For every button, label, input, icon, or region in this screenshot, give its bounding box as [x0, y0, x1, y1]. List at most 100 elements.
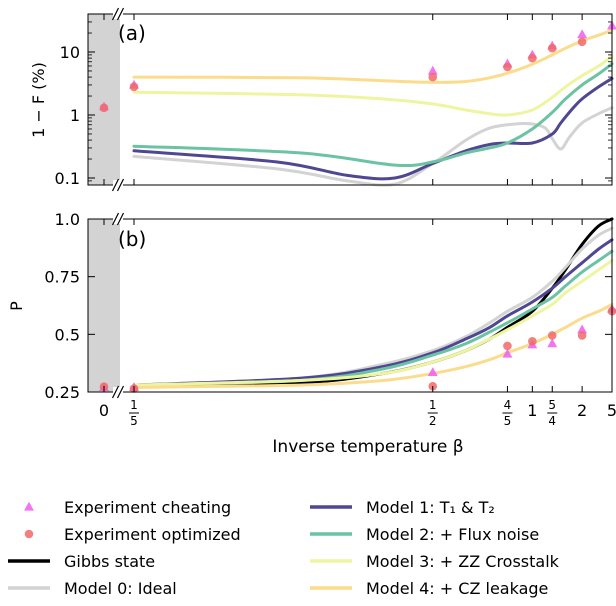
zero-temperature-band: [88, 219, 120, 392]
series-line-6: [132, 28, 614, 84]
legend-label: Model 2: + Flux noise: [366, 525, 539, 544]
series-line-2: [132, 217, 614, 388]
svg-text:5: 5: [130, 414, 138, 428]
break-mark: [111, 178, 120, 192]
break-mark: [116, 212, 125, 226]
legend-entry: Gibbs state: [8, 552, 155, 571]
x-tick-label: 54: [547, 398, 558, 428]
x-tick-label: 15: [129, 398, 139, 428]
y-tick-label: 1.0: [55, 210, 80, 229]
panel-b-series-lines: [132, 217, 614, 389]
legend-entry: Model 2: + Flux noise: [310, 525, 539, 544]
data-point-cheating: [502, 348, 513, 358]
data-point-cheating: [547, 338, 558, 348]
legend: Experiment cheating Experiment optimized G…: [8, 498, 560, 598]
svg-text:1: 1: [130, 398, 138, 412]
break-mark: [116, 385, 125, 399]
y-tick-label: 10: [60, 43, 80, 62]
svg-text:5: 5: [607, 401, 616, 420]
panel-b-data-points: [99, 303, 616, 393]
data-point-optimized: [547, 43, 557, 53]
data-point-cheating: [427, 65, 438, 75]
svg-text:1: 1: [527, 401, 537, 420]
panel-a-data-points: [99, 20, 616, 113]
data-point-cheating: [577, 324, 588, 334]
break-mark: [111, 212, 120, 226]
data-point-optimized: [577, 37, 587, 47]
x-tick-label: 1: [527, 401, 537, 420]
data-point-optimized: [528, 53, 537, 63]
data-point-optimized: [503, 62, 512, 72]
svg-text:4: 4: [504, 398, 512, 412]
panel-a-label: (a): [118, 21, 146, 45]
legend-label: Model 0: Ideal: [64, 579, 177, 598]
y-tick-label: 0.75: [44, 268, 80, 287]
panel-b-ylabel: P: [7, 301, 26, 311]
panel-a-ticks: 0.1 1 10: [55, 14, 613, 188]
legend-entry: Model 3: + ZZ Crosstalk: [310, 552, 560, 571]
legend-label: Experiment optimized: [64, 525, 241, 544]
panel-a-series-lines: [132, 28, 614, 187]
data-point-optimized: [129, 82, 139, 92]
legend-entry: Model 0: Ideal: [8, 579, 177, 598]
legend-label: Experiment cheating: [64, 498, 231, 517]
legend-swatch: [24, 501, 34, 511]
series-line-2: [132, 106, 614, 187]
panel-b-frame: [87, 218, 613, 393]
panel-a-ylabel: 1 − F (%): [29, 62, 48, 138]
data-point-cheating: [427, 367, 438, 377]
x-tick-label: 2: [577, 401, 587, 420]
svg-text:5: 5: [504, 414, 512, 428]
series-line-6: [132, 259, 614, 387]
break-mark: [116, 178, 125, 192]
series-line-3: [132, 226, 614, 387]
legend-entry: Model 1: T₁ & T₂: [310, 498, 495, 517]
legend-label: Model 4: + CZ leakage: [366, 579, 548, 598]
series-line-5: [132, 54, 614, 117]
y-tick-label: 0.1: [55, 169, 80, 188]
legend-entry: Experiment optimized: [24, 525, 241, 544]
panel-b-label: (b): [118, 227, 146, 251]
legend-label: Gibbs state: [64, 552, 155, 571]
legend-entry: Experiment cheating: [24, 498, 231, 517]
panel-a-frame: [87, 13, 613, 186]
data-point-optimized: [99, 103, 109, 113]
svg-text:2: 2: [429, 414, 437, 428]
break-mark: [116, 7, 125, 21]
x-tick-label: 0: [99, 401, 109, 420]
series-line-4: [132, 238, 614, 387]
break-mark: [111, 7, 120, 21]
series-line-4: [132, 62, 614, 168]
panel-b: 0.25 0.5 0.75 1.0 (b) P: [7, 210, 616, 402]
data-point-optimized: [577, 331, 587, 340]
legend-swatch: [24, 529, 34, 539]
y-tick-label: 0.25: [44, 383, 80, 402]
series-line-7: [132, 302, 614, 389]
legend-label: Model 1: T₁ & T₂: [366, 498, 495, 517]
legend-entry: Model 4: + CZ leakage: [310, 579, 548, 598]
series-line-5: [132, 249, 614, 387]
data-point-optimized: [547, 331, 557, 340]
svg-text:1: 1: [429, 398, 437, 412]
break-mark: [111, 385, 120, 399]
svg-text:2: 2: [577, 401, 587, 420]
data-point-optimized: [503, 341, 512, 351]
y-tick-label: 1: [70, 106, 80, 125]
svg-text:0: 0: [99, 401, 109, 420]
x-tick-label: 5: [607, 401, 616, 420]
data-point-cheating: [577, 29, 588, 39]
x-tick-label: 45: [502, 398, 513, 428]
x-axis-label: Inverse temperature β: [272, 437, 463, 457]
legend-label: Model 3: + ZZ Crosstalk: [366, 552, 560, 571]
data-point-optimized: [528, 336, 537, 346]
svg-text:5: 5: [548, 398, 556, 412]
panel-a: 0.1 1 10 (a) 1 − F (%): [29, 13, 616, 188]
panel-b-ticks: 0.25 0.5 0.75 1.0: [44, 210, 613, 402]
x-tick-label: 12: [427, 398, 438, 428]
data-point-optimized: [428, 72, 438, 82]
axis-break-marks: [111, 7, 125, 399]
zero-temperature-band: [88, 14, 120, 185]
svg-text:4: 4: [548, 414, 556, 428]
